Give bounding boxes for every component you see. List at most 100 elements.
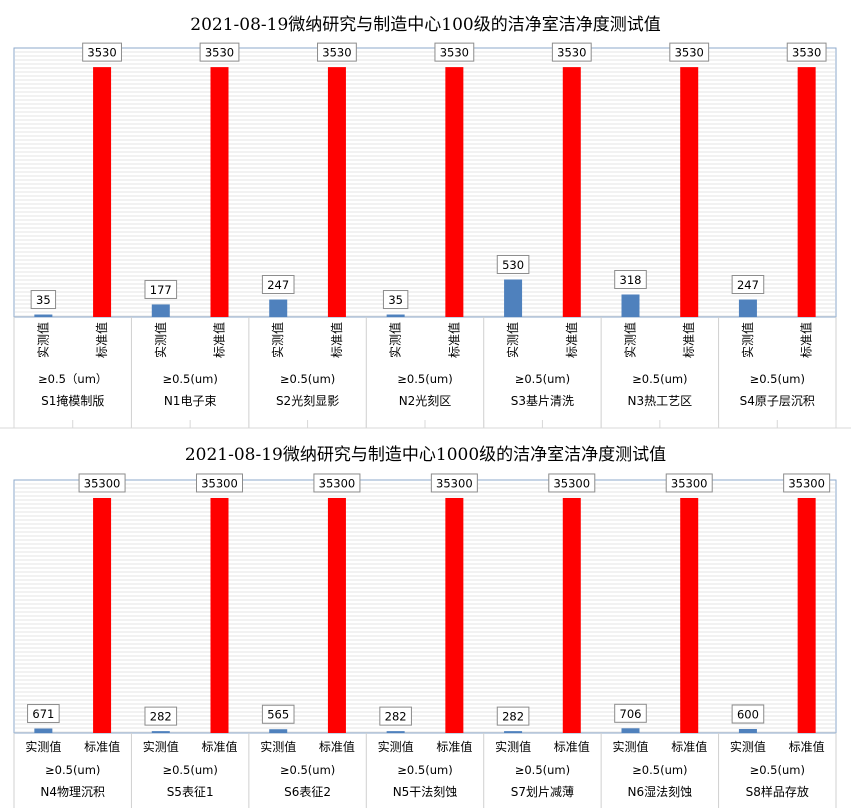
room-label: S7划片减薄: [511, 784, 574, 799]
series-label-standard: 标准值: [319, 739, 355, 754]
bar-standard-5: [562, 67, 581, 317]
room-label: N2光刻区: [399, 394, 452, 408]
data-label-standard-3: 35300: [319, 476, 356, 490]
bar-standard-7: [797, 497, 816, 733]
data-label-box: [261, 275, 295, 295]
bar-standard-1: [93, 67, 112, 317]
data-label-box: [199, 42, 240, 62]
bar-measured-4: [386, 731, 405, 733]
series-label-standard: 标准值: [436, 739, 472, 754]
data-label-box: [30, 290, 57, 310]
room-label: N3热工艺区: [628, 394, 693, 408]
data-label-measured-6: 318: [620, 273, 642, 287]
room-label: S8样品存放: [746, 784, 809, 799]
data-label-box: [144, 279, 178, 299]
data-label-box: [548, 473, 596, 493]
series-label-standard: 标准值: [201, 739, 237, 754]
data-label-box: [27, 704, 60, 724]
bar-measured-4: [386, 314, 405, 317]
bar-measured-3: [269, 299, 288, 317]
bar-measured-5: [504, 279, 523, 317]
data-label-standard-6: 3530: [675, 46, 704, 60]
bar-standard-5: [562, 497, 581, 733]
condition-label: ≥0.5(um): [632, 372, 687, 386]
data-label-box: [614, 269, 647, 289]
condition-label: ≥0.5(um): [280, 372, 335, 386]
series-label-standard: 标准值: [681, 322, 696, 358]
condition-label: ≥0.5(um): [515, 763, 570, 777]
series-label-measured: 实测值: [143, 739, 179, 754]
bar-measured-2: [151, 731, 170, 733]
data-label-standard-7: 35300: [788, 476, 825, 490]
condition-label: ≥0.5(um): [750, 763, 805, 777]
series-label-measured: 实测值: [378, 739, 414, 754]
data-label-measured-7: 600: [737, 708, 759, 722]
bar-standard-6: [680, 497, 699, 733]
condition-label: ≥0.5(um): [515, 372, 570, 386]
data-label-standard-4: 35300: [436, 476, 473, 490]
bar-standard-6: [680, 67, 699, 317]
series-label-measured: 实测值: [260, 739, 296, 754]
bar-standard-2: [210, 497, 229, 733]
data-label-box: [783, 473, 831, 493]
data-label-measured-1: 671: [32, 707, 54, 721]
data-label-standard-3: 3530: [322, 46, 351, 60]
chart-1-title: 2021-08-19微纳研究与制造中心100级的洁净室洁净度测试值: [190, 15, 661, 35]
chart-2-plot-area: [13, 479, 837, 734]
series-label-measured: 实测值: [270, 322, 285, 358]
bar-standard-4: [445, 67, 464, 317]
data-label-measured-3: 565: [267, 708, 289, 722]
data-label-box: [496, 254, 530, 274]
data-label-measured-2: 177: [150, 283, 172, 297]
room-label: N5干法刻蚀: [393, 785, 458, 799]
data-label-standard-1: 3530: [87, 46, 116, 60]
bar-standard-2: [210, 67, 229, 317]
bar-measured-1: [34, 314, 53, 317]
series-label-measured: 实测值: [495, 739, 531, 754]
data-label-standard-7: 3530: [792, 46, 821, 60]
condition-label: ≥0.5（um）: [38, 372, 107, 386]
room-label: S3基片清洗: [511, 394, 574, 408]
bar-measured-2: [151, 304, 170, 317]
bar-measured-6: [621, 728, 640, 733]
bar-measured-3: [269, 729, 288, 733]
data-label-box: [144, 706, 178, 726]
data-label-measured-1: 35: [36, 293, 51, 307]
data-label-measured-3: 247: [267, 278, 289, 292]
series-label-standard: 标准值: [212, 322, 227, 358]
series-label-measured: 实测值: [730, 739, 766, 754]
data-label-box: [786, 42, 827, 62]
data-label-measured-4: 35: [388, 293, 403, 307]
series-label-measured: 实测值: [623, 322, 638, 358]
data-label-box: [313, 473, 361, 493]
bar-standard-7: [797, 67, 816, 317]
data-label-measured-5: 282: [502, 710, 524, 724]
data-label-box: [551, 42, 592, 62]
series-label-standard: 标准值: [564, 322, 579, 358]
series-label-standard: 标准值: [94, 322, 109, 358]
data-label-standard-6: 35300: [671, 476, 708, 490]
condition-label: ≥0.5(um): [162, 372, 217, 386]
condition-label: ≥0.5(um): [397, 763, 452, 777]
bar-measured-7: [738, 729, 757, 733]
data-label-box: [665, 473, 713, 493]
data-label-box: [430, 473, 478, 493]
data-label-box: [496, 706, 530, 726]
room-label: S2光刻显影: [276, 394, 339, 408]
room-label: N4物理沉积: [40, 785, 105, 799]
data-label-box: [78, 473, 126, 493]
data-label-standard-5: 3530: [557, 46, 586, 60]
room-label: N6湿法刻蚀: [628, 784, 693, 799]
series-label-measured: 实测值: [388, 322, 403, 358]
series-label-measured: 实测值: [505, 322, 520, 358]
condition-label: ≥0.5(um): [397, 372, 452, 386]
data-label-measured-4: 282: [385, 710, 407, 724]
data-label-standard-5: 35300: [553, 476, 590, 490]
series-label-measured: 实测值: [612, 739, 648, 754]
data-label-box: [82, 42, 122, 62]
series-label-standard: 标准值: [84, 739, 120, 754]
room-label: S6表征2: [284, 785, 331, 799]
data-label-box: [731, 275, 765, 295]
data-label-measured-7: 247: [737, 278, 759, 292]
series-label-standard: 标准值: [789, 739, 825, 754]
